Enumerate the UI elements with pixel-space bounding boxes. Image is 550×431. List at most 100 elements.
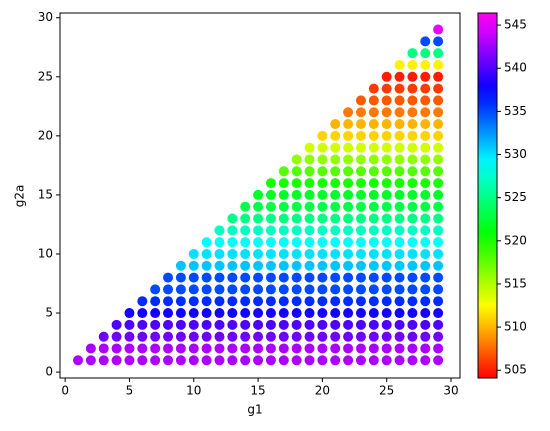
point xyxy=(407,71,418,82)
point xyxy=(343,189,354,200)
point xyxy=(394,260,405,271)
point xyxy=(368,83,379,94)
colorbar-tick-label: 530 xyxy=(504,147,527,161)
point xyxy=(253,355,264,366)
point xyxy=(240,201,251,212)
point xyxy=(355,260,366,271)
point xyxy=(394,248,405,259)
point xyxy=(381,331,392,342)
point xyxy=(317,260,328,271)
point xyxy=(420,166,431,177)
point xyxy=(394,189,405,200)
point xyxy=(188,272,199,283)
point xyxy=(343,166,354,177)
point xyxy=(368,248,379,259)
point xyxy=(368,284,379,295)
point xyxy=(433,331,444,342)
point xyxy=(420,48,431,59)
point xyxy=(343,260,354,271)
point xyxy=(420,225,431,236)
point xyxy=(253,331,264,342)
y-tick-label: 0 xyxy=(45,365,53,379)
point xyxy=(433,48,444,59)
point xyxy=(201,308,212,319)
point xyxy=(420,107,431,118)
point xyxy=(407,166,418,177)
point xyxy=(343,178,354,189)
point xyxy=(175,319,186,330)
y-tick-label: 20 xyxy=(38,128,53,142)
point xyxy=(214,308,225,319)
point xyxy=(304,296,315,307)
point xyxy=(407,83,418,94)
point xyxy=(317,130,328,141)
point xyxy=(137,355,148,366)
point xyxy=(343,296,354,307)
point xyxy=(124,319,135,330)
point xyxy=(343,272,354,283)
point xyxy=(201,355,212,366)
point xyxy=(381,201,392,212)
x-tick-label: 5 xyxy=(126,384,134,398)
point xyxy=(355,248,366,259)
colorbar-tick-label: 520 xyxy=(504,233,527,247)
point xyxy=(137,319,148,330)
point xyxy=(304,178,315,189)
point xyxy=(278,201,289,212)
point xyxy=(330,237,341,248)
point xyxy=(188,248,199,259)
point xyxy=(227,272,238,283)
y-tick-label: 15 xyxy=(38,187,53,201)
plot-frame xyxy=(59,12,461,379)
point xyxy=(394,107,405,118)
point xyxy=(343,343,354,354)
point xyxy=(433,107,444,118)
point xyxy=(433,319,444,330)
point xyxy=(420,260,431,271)
point xyxy=(420,36,431,47)
point xyxy=(420,248,431,259)
point xyxy=(214,260,225,271)
point xyxy=(407,95,418,106)
point xyxy=(304,308,315,319)
point xyxy=(343,201,354,212)
point xyxy=(433,201,444,212)
point xyxy=(343,154,354,165)
point xyxy=(368,142,379,153)
point xyxy=(394,178,405,189)
point xyxy=(368,272,379,283)
point xyxy=(278,260,289,271)
point xyxy=(330,166,341,177)
point xyxy=(111,355,122,366)
point xyxy=(278,166,289,177)
point xyxy=(368,213,379,224)
point xyxy=(368,343,379,354)
point xyxy=(433,248,444,259)
point xyxy=(150,284,161,295)
point xyxy=(163,284,174,295)
point xyxy=(381,296,392,307)
point xyxy=(227,225,238,236)
point xyxy=(330,248,341,259)
point xyxy=(227,331,238,342)
point xyxy=(368,130,379,141)
point xyxy=(355,343,366,354)
point xyxy=(433,95,444,106)
point xyxy=(278,284,289,295)
point xyxy=(240,248,251,259)
point xyxy=(304,260,315,271)
point xyxy=(381,119,392,130)
point xyxy=(265,319,276,330)
point xyxy=(355,213,366,224)
point xyxy=(407,142,418,153)
point xyxy=(343,225,354,236)
point xyxy=(394,296,405,307)
point xyxy=(291,319,302,330)
point xyxy=(253,272,264,283)
point xyxy=(433,154,444,165)
point xyxy=(355,308,366,319)
point xyxy=(265,343,276,354)
point xyxy=(407,319,418,330)
point xyxy=(355,130,366,141)
point xyxy=(265,355,276,366)
